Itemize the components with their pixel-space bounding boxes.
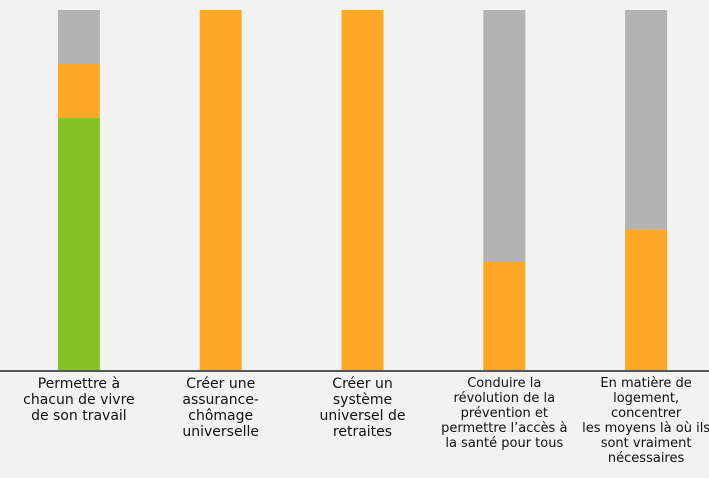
x-tick-label: Conduire la révolution de la prévention …: [441, 376, 568, 451]
x-tick-label: Créer une assurance- chômage universelle: [182, 376, 259, 440]
x-tick-label: Créer un système universel de retraites: [319, 376, 406, 440]
bar-segment: [57, 118, 100, 370]
bar-segment: [483, 10, 526, 262]
x-tick-label: En matière de logement, concentrer les m…: [582, 376, 709, 466]
bar-segment: [483, 262, 526, 370]
bar-segment: [57, 64, 100, 118]
x-tick-label: Permettre à chacun de vivre de son trava…: [23, 376, 135, 424]
bar-segment: [625, 229, 668, 370]
bar-segment: [199, 10, 242, 370]
bar-segment: [57, 10, 100, 64]
bar-segment: [341, 10, 384, 370]
bar-segment: [625, 10, 668, 230]
